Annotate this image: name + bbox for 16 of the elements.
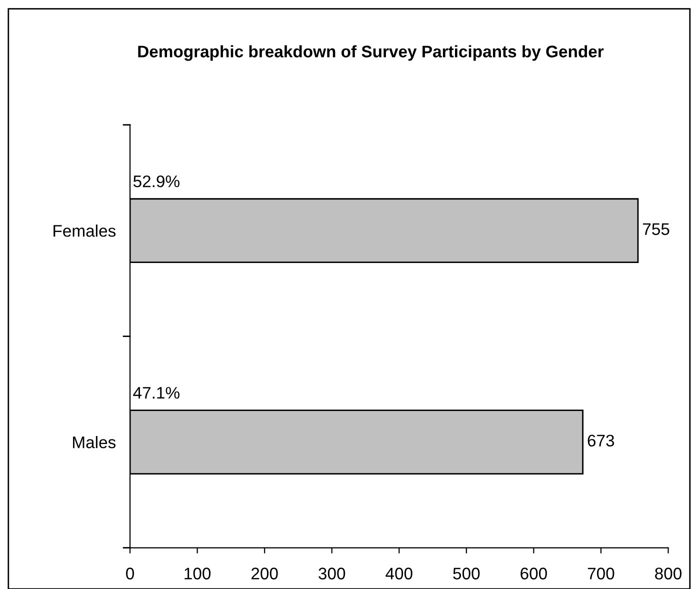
x-tick-label: 100 <box>184 568 211 580</box>
data-label: 755 <box>642 223 670 236</box>
x-tick-label: 800 <box>655 568 682 580</box>
y-tick-label: Females <box>54 224 116 237</box>
x-tick-label: 600 <box>520 568 547 580</box>
y-tick-label: Males <box>73 436 116 448</box>
annotation: 47.1% <box>133 386 180 399</box>
x-tick-label: 300 <box>318 568 346 580</box>
x-tick-label: 500 <box>453 568 480 580</box>
x-tick-label: 0 <box>126 568 134 580</box>
x-tick-label: 200 <box>252 568 278 580</box>
chart-title: Demographic breakdown of Survey Participants by Gender <box>138 45 604 61</box>
x-tick-label: 400 <box>386 568 412 580</box>
data-label: 673 <box>588 434 614 447</box>
annotation: 52.9% <box>133 175 180 188</box>
x-tick-label: 700 <box>588 568 614 580</box>
